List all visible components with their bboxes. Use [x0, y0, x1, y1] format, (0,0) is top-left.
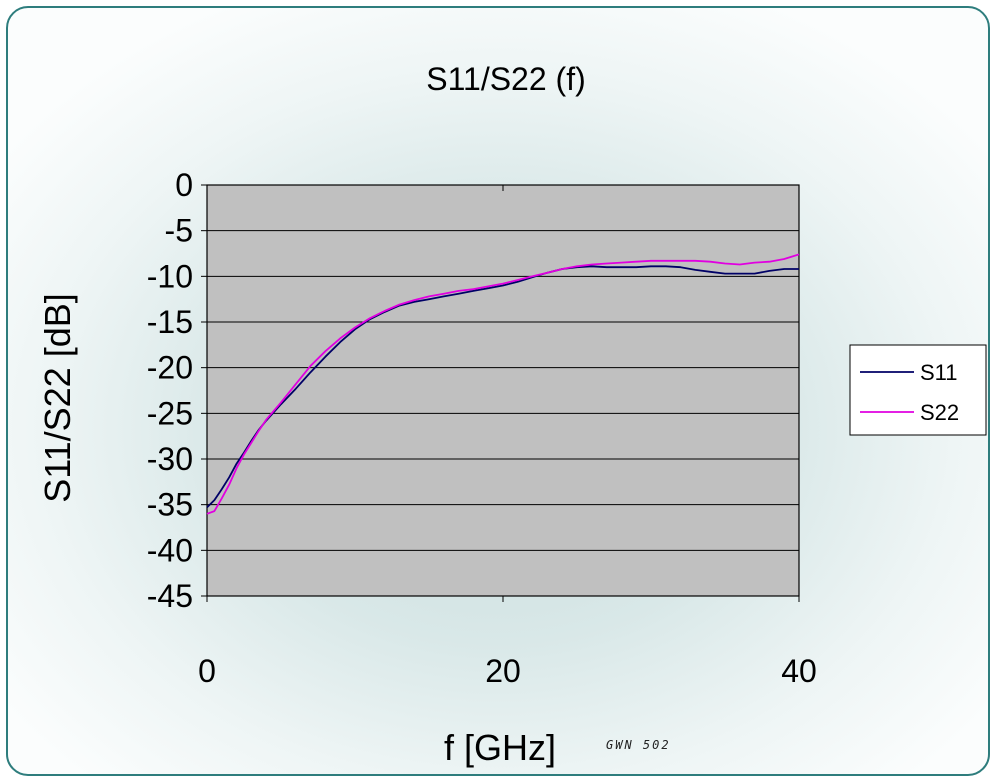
chart-title: S11/S22 (f) [426, 61, 585, 97]
y-tick-label: -35 [147, 487, 193, 523]
plot-area [206, 184, 800, 597]
y-tick-label: 0 [175, 167, 193, 203]
legend-label-s11: S11 [920, 360, 958, 385]
legend-label-s22: S22 [920, 400, 959, 425]
y-tick-label: -30 [147, 441, 193, 477]
series-line-s22 [206, 253, 800, 515]
x-axis-label: f [GHz] [444, 727, 556, 768]
x-axis-ticks: 0 20 40 [198, 185, 817, 689]
x-tick-label: 20 [485, 653, 521, 689]
y-axis-label: S11/S22 [dB] [37, 293, 78, 502]
y-axis-ticks: 0 -5 -10 -15 -20 -25 -30 -35 -40 -45 [147, 167, 207, 614]
chart-frame: S11/S22 (f) 0 -5 -10 -15 -20 -25 -30 -35 -40 -45 … [6, 6, 990, 776]
y-tick-label: -20 [147, 350, 193, 386]
y-tick-label: -15 [147, 304, 193, 340]
x-tick-label: 0 [198, 653, 216, 689]
y-tick-label: -5 [165, 213, 193, 249]
legend-box [849, 344, 987, 436]
y-tick-label: -40 [147, 532, 193, 568]
legend: S11 S22 [849, 344, 987, 436]
x-tick-label: 40 [781, 653, 817, 689]
watermark: GWN 502 [606, 738, 671, 752]
series-lines [206, 253, 800, 515]
y-tick-label: -10 [147, 258, 193, 294]
gridlines [207, 230, 799, 551]
chart-svg: S11/S22 (f) 0-5-10-15-20-25-30-35-40-45 … [37, 61, 987, 768]
y-tick-label: -45 [147, 578, 193, 614]
y-tick-label: -25 [147, 395, 193, 431]
